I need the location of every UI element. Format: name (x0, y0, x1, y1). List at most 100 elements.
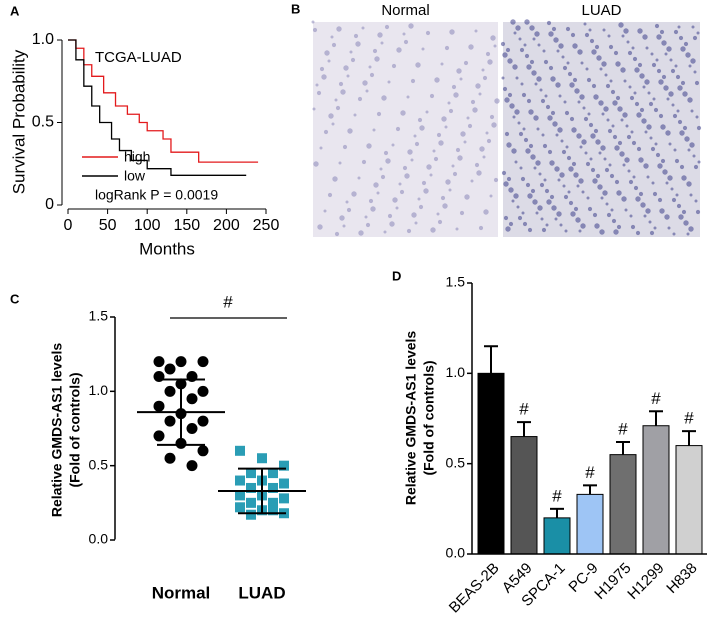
cell (525, 182, 531, 188)
cell (343, 65, 349, 71)
cell (418, 204, 424, 210)
cell (567, 190, 571, 194)
cell (622, 112, 628, 118)
cell (569, 116, 575, 122)
cell (506, 142, 512, 148)
x-tick-label: 200 (213, 217, 240, 234)
cell (531, 70, 537, 76)
cell (500, 41, 506, 47)
cell (315, 83, 319, 87)
cell (649, 136, 653, 140)
cell (429, 173, 433, 177)
cell (581, 190, 585, 194)
cell (580, 61, 584, 65)
data-point (235, 475, 245, 486)
cell (642, 85, 646, 89)
cell (327, 59, 331, 63)
cell (342, 224, 346, 228)
cell (638, 191, 644, 197)
cell (643, 214, 647, 218)
cell (472, 107, 478, 113)
cell (658, 79, 664, 85)
cell (536, 76, 542, 82)
cell (643, 163, 649, 169)
cell (524, 19, 530, 25)
x-tick-label: 0 (64, 217, 73, 234)
cell (669, 58, 673, 62)
cell (552, 121, 558, 127)
cell (619, 151, 625, 157)
data-point (197, 445, 209, 457)
cell (557, 178, 561, 182)
cell (565, 26, 571, 32)
cell (335, 105, 341, 111)
cell (519, 166, 523, 170)
cell (683, 220, 689, 226)
cell (640, 202, 646, 208)
cell (468, 44, 474, 50)
cell (537, 205, 543, 211)
cell (612, 100, 618, 106)
cell (536, 127, 540, 131)
cell (522, 221, 528, 227)
cell (547, 115, 553, 121)
y-tick-label: 0.0 (89, 531, 109, 547)
bar (510, 436, 538, 555)
cell (579, 145, 583, 149)
cell (563, 100, 567, 104)
x-tick-label: Normal (152, 583, 211, 602)
cell (338, 81, 344, 87)
cell (463, 140, 467, 144)
cell (357, 96, 363, 102)
cell (610, 89, 616, 95)
cell (545, 104, 551, 110)
cell (632, 175, 636, 179)
cell (313, 161, 319, 167)
y-tick-label: 0.5 (89, 456, 109, 472)
cell (628, 85, 632, 89)
cell (609, 173, 615, 179)
cell (391, 63, 397, 69)
cell (540, 217, 544, 221)
cell (383, 150, 389, 156)
cell (600, 145, 606, 151)
y-axis-label: (Fold of controls) (67, 372, 83, 487)
cell (362, 80, 368, 86)
y-tick-label: 1.0 (89, 382, 109, 398)
cell (537, 43, 541, 47)
cell (449, 29, 455, 35)
cell (670, 68, 676, 74)
cell (631, 46, 635, 50)
cell (678, 35, 684, 41)
cell (588, 122, 594, 128)
cell (440, 62, 444, 66)
cell (366, 143, 372, 149)
cell (387, 80, 391, 84)
cell (421, 47, 425, 51)
cell (614, 179, 620, 185)
cell (421, 180, 427, 186)
cell (676, 109, 680, 113)
cell (336, 26, 342, 32)
cell (692, 154, 696, 158)
cell (690, 58, 696, 64)
cell (551, 205, 557, 211)
cell (550, 110, 556, 116)
cell (594, 44, 600, 50)
cell (666, 46, 672, 52)
cell (470, 179, 474, 183)
cell (490, 35, 496, 41)
data-point (246, 509, 256, 520)
cell (417, 117, 423, 123)
cell (683, 41, 689, 47)
cell (626, 40, 630, 44)
bar-annotation: # (552, 486, 562, 505)
cell (681, 209, 687, 215)
cell (364, 215, 368, 219)
cell (656, 68, 662, 74)
x-tick-label: 50 (99, 217, 117, 234)
cell (408, 23, 414, 29)
cell (384, 24, 390, 30)
cell (676, 203, 682, 209)
